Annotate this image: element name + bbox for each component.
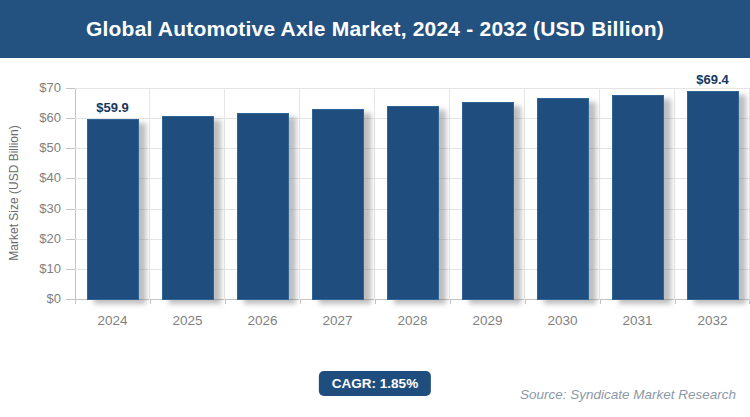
y-tick-mark xyxy=(66,269,75,270)
v-gridline xyxy=(374,89,375,300)
x-tick-label: 2026 xyxy=(225,313,300,328)
y-tick-label: $60 xyxy=(17,111,61,125)
bar-2032 xyxy=(687,91,739,300)
x-tick-label: 2027 xyxy=(300,313,375,328)
x-tick-label: 2032 xyxy=(675,313,750,328)
source-attribution: Source: Syndicate Market Research xyxy=(520,387,736,402)
plot-area: $59.9$69.4 xyxy=(75,89,750,300)
bar-2024 xyxy=(87,119,139,300)
v-gridline xyxy=(674,89,675,300)
bar-2025 xyxy=(162,116,214,300)
chart-title: Global Automotive Axle Market, 2024 - 20… xyxy=(86,17,664,41)
y-tick-mark xyxy=(66,88,75,89)
y-tick-label: $40 xyxy=(17,171,61,185)
v-gridline xyxy=(524,89,525,300)
bar-2026 xyxy=(237,113,289,300)
y-tick-label: $30 xyxy=(17,202,61,216)
bar-value-label-2024: $59.9 xyxy=(75,100,150,115)
bar-2028 xyxy=(387,106,439,300)
bar-2030 xyxy=(537,98,589,300)
x-tick-label: 2024 xyxy=(75,313,150,328)
y-tick-mark xyxy=(66,148,75,149)
x-tick-label: 2030 xyxy=(525,313,600,328)
x-tick-label: 2028 xyxy=(375,313,450,328)
v-gridline xyxy=(299,89,300,300)
y-tick-label: $50 xyxy=(17,141,61,155)
y-tick-mark xyxy=(66,118,75,119)
y-tick-mark xyxy=(66,209,75,210)
y-tick-label: $0 xyxy=(17,292,61,306)
x-tick-label: 2029 xyxy=(450,313,525,328)
chart-title-bar: Global Automotive Axle Market, 2024 - 20… xyxy=(0,0,750,58)
v-gridline xyxy=(599,89,600,300)
chart-container: Global Automotive Axle Market, 2024 - 20… xyxy=(0,0,750,417)
y-tick-mark xyxy=(66,299,75,300)
x-tick-label: 2025 xyxy=(150,313,225,328)
y-tick-label: $20 xyxy=(17,232,61,246)
y-tick-mark xyxy=(66,239,75,240)
y-tick-label: $70 xyxy=(17,81,61,95)
y-tick-label: $10 xyxy=(17,262,61,276)
x-tick-label: 2031 xyxy=(600,313,675,328)
v-gridline xyxy=(449,89,450,300)
bar-2027 xyxy=(312,109,364,300)
bar-2031 xyxy=(612,95,664,300)
v-gridline xyxy=(149,89,150,300)
bar-2029 xyxy=(462,102,514,300)
cagr-badge: CAGR: 1.85% xyxy=(319,371,431,396)
v-gridline xyxy=(224,89,225,300)
h-gridline xyxy=(75,88,750,89)
bar-value-label-2032: $69.4 xyxy=(675,72,750,87)
y-tick-mark xyxy=(66,178,75,179)
